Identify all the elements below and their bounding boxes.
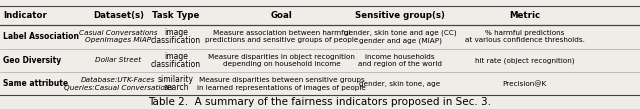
Text: classification: classification [151,36,201,45]
Text: Queries:Casual Conversations: Queries:Casual Conversations [64,84,173,91]
Text: OpenImages MIAP: OpenImages MIAP [85,37,152,43]
Text: Database:UTK-Faces: Database:UTK-Faces [81,77,156,83]
Text: hit rate (object recognition): hit rate (object recognition) [475,57,575,64]
Text: image: image [164,28,188,37]
Text: Indicator: Indicator [3,11,47,20]
Text: image: image [164,52,188,61]
Text: depending on household income: depending on household income [223,61,340,67]
Text: Metric: Metric [509,11,540,20]
Text: gender, skin tone, age: gender, skin tone, age [360,81,440,87]
Text: and region of the world: and region of the world [358,61,442,67]
Text: in learned representations of images of people: in learned representations of images of … [197,85,366,91]
Text: predictions and sensitive groups of people: predictions and sensitive groups of peop… [205,37,358,43]
Text: Table 2.  A summary of the fairness indicators proposed in Sec. 3.: Table 2. A summary of the fairness indic… [148,97,492,107]
Text: similarity: similarity [158,75,194,84]
Text: % harmful predictions: % harmful predictions [485,30,564,36]
Text: Task Type: Task Type [152,11,200,20]
Text: at various confidence thresholds.: at various confidence thresholds. [465,37,585,43]
Text: gender, skin tone and age (CC): gender, skin tone and age (CC) [344,29,456,36]
Text: Measure disparities between sensitive groups: Measure disparities between sensitive gr… [199,77,364,83]
Text: gender and age (MIAP): gender and age (MIAP) [358,37,442,44]
Text: income households: income households [365,54,435,60]
Text: Geo Diversity: Geo Diversity [3,56,61,65]
Text: Dollar Street: Dollar Street [95,57,141,64]
Text: search: search [163,83,189,92]
Text: Dataset(s): Dataset(s) [93,11,144,20]
Text: Measure disparities in object recognition: Measure disparities in object recognitio… [208,54,355,60]
Text: Goal: Goal [271,11,292,20]
Text: Label Association: Label Association [3,32,79,41]
Text: Same attribute: Same attribute [3,79,68,88]
Text: Measure association between harmful: Measure association between harmful [213,30,350,36]
Text: classification: classification [151,60,201,69]
Text: Sensitive group(s): Sensitive group(s) [355,11,445,20]
Text: Precision@K: Precision@K [502,80,547,87]
Text: Casual Conversations: Casual Conversations [79,30,157,36]
